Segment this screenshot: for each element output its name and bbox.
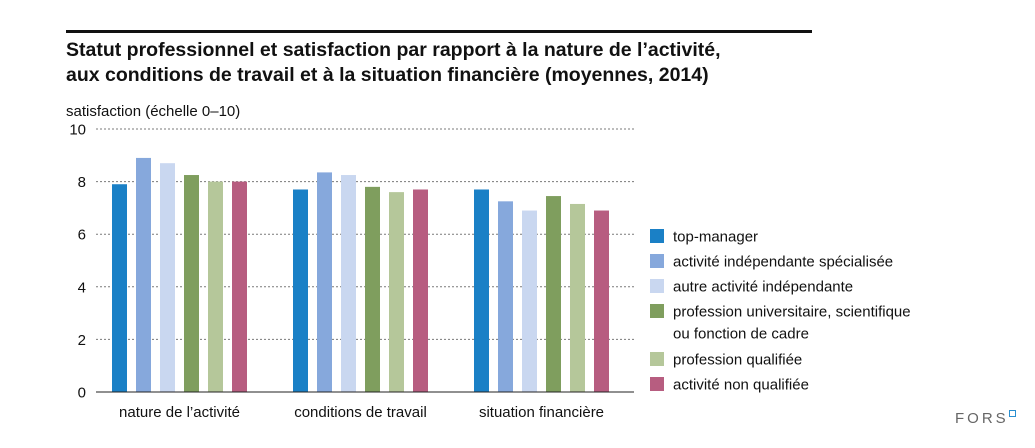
- bar: [413, 189, 428, 392]
- y-axis-label: satisfaction (échelle 0–10): [66, 103, 240, 120]
- legend-swatch: [650, 229, 664, 243]
- bar: [317, 172, 332, 392]
- legend-swatch: [650, 377, 664, 391]
- x-tick-label: conditions de travail: [294, 404, 427, 421]
- fors-logo: FORS: [955, 410, 1016, 427]
- legend-label: profession universitaire, scientifique: [673, 304, 911, 321]
- x-tick-label: situation financière: [479, 404, 604, 421]
- bars-layer: [112, 157, 609, 392]
- bar: [522, 210, 537, 392]
- y-tick-label: 0: [78, 385, 86, 402]
- bar: [184, 175, 199, 392]
- bar: [293, 189, 308, 392]
- bar: [112, 184, 127, 392]
- legend-swatch: [650, 352, 664, 366]
- bar: [365, 186, 380, 392]
- legend-swatch: [650, 279, 664, 293]
- bar: [570, 203, 585, 392]
- legend-swatch: [650, 304, 664, 318]
- bar: [546, 196, 561, 392]
- bar: [389, 192, 404, 392]
- legend: top-manager activité indépendante spécial…: [650, 229, 911, 394]
- legend-label: profession qualifiée: [673, 352, 802, 369]
- axes-layer: satisfaction (échelle 0–10) 0 2 4 6 8 10 nature…: [66, 103, 634, 421]
- bar: [341, 175, 356, 392]
- bar: [232, 181, 247, 392]
- bar: [594, 210, 609, 392]
- y-tick-label: 6: [78, 227, 86, 244]
- legend-label: activité non qualifiée: [673, 377, 809, 394]
- y-tick-label: 2: [78, 332, 86, 349]
- y-tick-label: 10: [69, 122, 86, 139]
- title-rule: [66, 30, 812, 33]
- bar: [474, 189, 489, 392]
- logo-square-icon: [1008, 410, 1016, 417]
- bar: [136, 157, 151, 392]
- legend-label: top-manager: [673, 229, 758, 246]
- chart-title-line-1: Statut professionnel et satisfaction par…: [66, 39, 721, 61]
- y-tick-label: 8: [78, 174, 86, 191]
- logo-text: FORS: [955, 410, 1009, 427]
- legend-label: activité indépendante spécialisée: [673, 254, 893, 271]
- legend-label: ou fonction de cadre: [673, 326, 809, 343]
- bar: [160, 163, 175, 392]
- bar: [208, 181, 223, 392]
- chart-title: Statut professionnel et satisfaction par…: [66, 38, 826, 88]
- legend-label: autre activité indépendante: [673, 279, 853, 296]
- y-tick-label: 4: [78, 279, 86, 296]
- bar: [498, 201, 513, 392]
- chart-title-line-2: aux conditions de travail et à la situat…: [66, 64, 709, 86]
- x-tick-label: nature de l’activité: [119, 404, 240, 421]
- legend-swatch: [650, 254, 664, 268]
